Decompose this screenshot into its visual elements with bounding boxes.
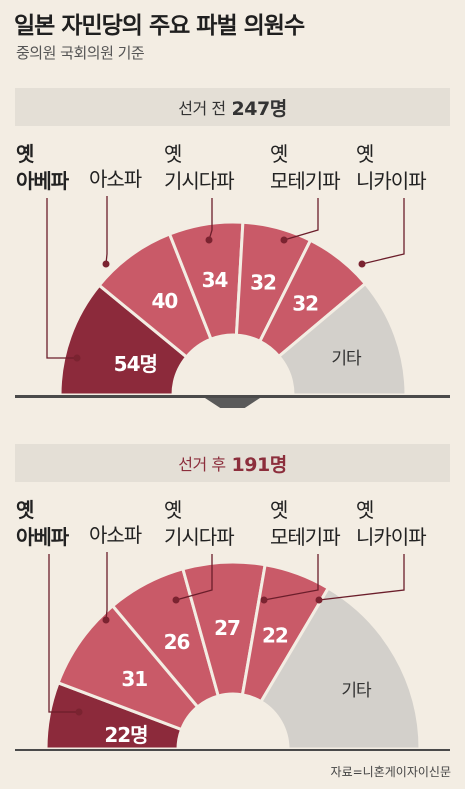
faction-label-motegi: 옛 모테기파 xyxy=(270,498,340,549)
value-label-etc: 기타 xyxy=(341,681,372,701)
slice-etc xyxy=(258,586,422,751)
value-label-abe: 22명 xyxy=(104,723,147,747)
leader-dot-abe xyxy=(73,354,81,362)
leader-line-nikai xyxy=(318,554,405,601)
leader-line-abe xyxy=(46,198,77,359)
faction-label-nikai: 옛 니카이파 xyxy=(356,142,426,193)
leader-dot-motegi xyxy=(280,236,288,244)
before-election-chart: 54명 40 34 32 32 기타 옛 아베파 아소파 옛 기시다파 옛 모테기파 옛 니카이파 xyxy=(15,142,450,397)
value-label-motegi: 27 xyxy=(214,616,240,640)
before-header-total: 247명 xyxy=(231,97,288,120)
value-label-kishida: 26 xyxy=(164,630,190,654)
value-label-abe: 54명 xyxy=(114,352,157,376)
leader-dot-kishida xyxy=(205,236,213,244)
after-header-total: 191명 xyxy=(231,453,288,476)
value-label-aso: 40 xyxy=(151,289,177,313)
leader-dot-aso xyxy=(102,260,110,268)
leader-dot-nikai xyxy=(358,260,366,268)
leader-line-motegi xyxy=(263,554,319,601)
faction-label-aso: 아소파 xyxy=(89,523,142,547)
faction-label-abe: 옛 아베파 xyxy=(16,142,70,193)
chart-baseline xyxy=(15,749,450,751)
divider-arrow-icon xyxy=(205,398,260,408)
before-election-header: 선거 전 247명 xyxy=(15,88,450,126)
leader-dot-abe xyxy=(75,708,83,716)
leader-line-motegi xyxy=(283,198,319,241)
page-title: 일본 자민당의 주요 파벌 의원수 xyxy=(14,13,305,39)
before-header-label: 선거 전 xyxy=(178,99,226,118)
value-label-aso: 31 xyxy=(121,667,147,691)
faction-label-nikai: 옛 니카이파 xyxy=(356,498,426,549)
source-credit: 자료=니혼게이자이신문 xyxy=(330,765,451,779)
after-election-header: 선거 후 191명 xyxy=(15,444,450,482)
divider-line xyxy=(15,396,450,398)
leader-dot-kishida xyxy=(172,596,180,604)
leader-dot-motegi xyxy=(260,596,268,604)
section-divider xyxy=(15,396,450,408)
faction-label-abe: 옛 아베파 xyxy=(16,498,70,549)
faction-label-aso: 아소파 xyxy=(89,167,142,191)
faction-label-kishida: 옛 기시다파 xyxy=(164,142,234,193)
leader-line-nikai xyxy=(361,198,405,265)
value-label-nikai: 22 xyxy=(262,623,288,647)
slice-etc xyxy=(276,281,408,397)
value-label-nikai: 32 xyxy=(292,292,318,316)
leader-dot-aso xyxy=(102,616,110,624)
leader-line-aso xyxy=(105,196,108,265)
faction-label-motegi: 옛 모테기파 xyxy=(270,142,340,193)
leader-line-kishida xyxy=(175,554,213,601)
value-label-etc: 기타 xyxy=(331,349,362,369)
leader-line-abe xyxy=(48,554,79,713)
value-label-motegi: 32 xyxy=(250,270,276,294)
page-subtitle: 중의원 국회의원 기준 xyxy=(16,44,145,62)
after-header-label: 선거 후 xyxy=(178,455,226,474)
faction-label-kishida: 옛 기시다파 xyxy=(164,498,234,549)
value-label-kishida: 34 xyxy=(202,268,228,292)
leader-dot-nikai xyxy=(315,596,323,604)
after-election-chart: 22명 31 26 27 22 기타 옛 아베파 아소파 옛 기시다파 옛 모테기파 옛 니카이파 xyxy=(15,498,450,751)
